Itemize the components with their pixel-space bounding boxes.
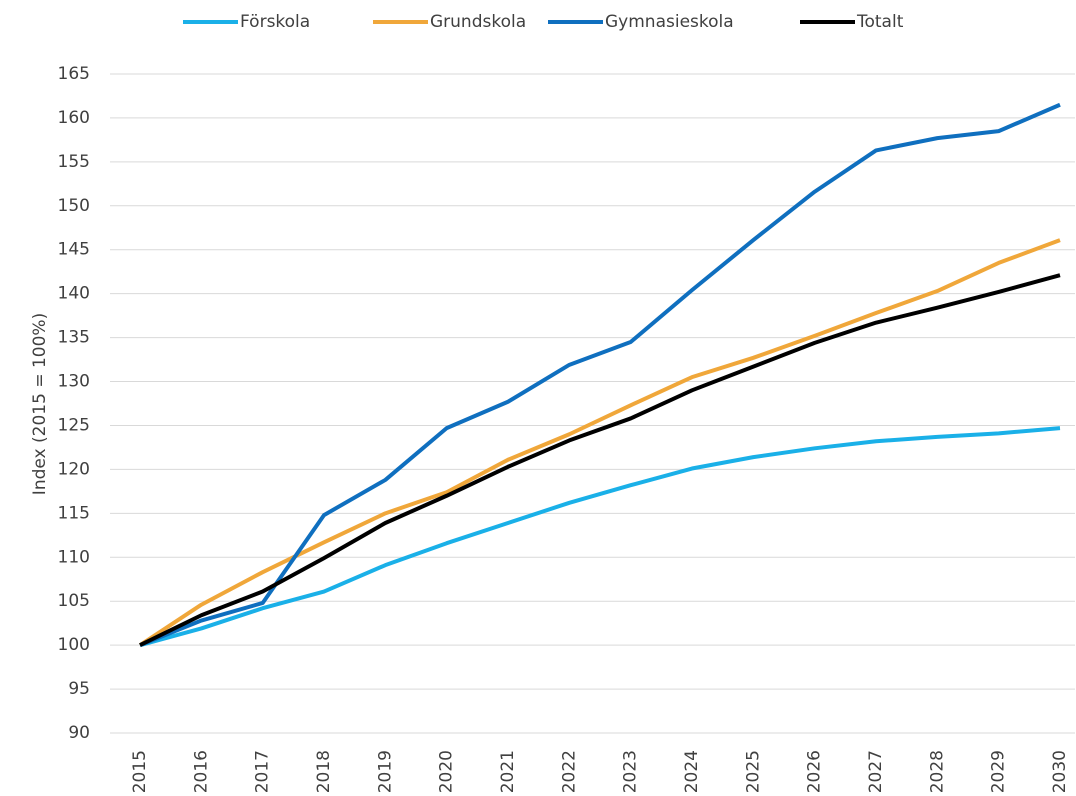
y-tick-label: 115 [58, 503, 90, 523]
legend-label: Förskola [240, 12, 310, 32]
y-tick-label: 130 [58, 372, 90, 392]
x-tick-label: 2015 [130, 750, 150, 793]
x-tick-label: 2022 [559, 750, 579, 793]
x-tick-label: 2028 [927, 750, 947, 793]
legend-label: Grundskola [430, 12, 526, 32]
y-tick-label: 120 [58, 459, 90, 479]
series-line [139, 102, 1061, 647]
x-tick-label: 2019 [375, 750, 395, 793]
y-tick-label: 95 [68, 679, 90, 699]
series-line [139, 273, 1061, 647]
x-tick-label: 2021 [498, 750, 518, 793]
y-axis-label: Index (2015 = 100%) [30, 313, 50, 495]
y-tick-label: 160 [58, 108, 90, 128]
y-tick-label: 105 [58, 591, 90, 611]
y-tick-label: 155 [58, 152, 90, 172]
x-tick-label: 2024 [682, 750, 702, 793]
x-tick-label: 2025 [743, 750, 763, 793]
x-tick-label: 2029 [989, 750, 1009, 793]
x-tick-label: 2027 [866, 750, 886, 793]
x-tick-label: 2016 [191, 750, 211, 793]
legend-label: Gymnasieskola [605, 12, 734, 32]
x-tick-label: 2023 [621, 750, 641, 793]
x-tick-label: 2030 [1050, 750, 1070, 793]
y-tick-label: 140 [58, 284, 90, 304]
y-tick-label: 135 [58, 328, 90, 348]
y-tick-label: 165 [58, 64, 90, 84]
x-tick-label: 2020 [437, 750, 457, 793]
x-tick-label: 2026 [805, 750, 825, 793]
y-tick-label: 125 [58, 415, 90, 435]
y-tick-label: 145 [58, 240, 90, 260]
y-tick-label: 110 [58, 547, 90, 567]
y-tick-label: 90 [68, 723, 90, 743]
x-tick-label: 2017 [253, 750, 273, 793]
y-tick-label: 100 [58, 635, 90, 655]
y-tick-label: 150 [58, 196, 90, 216]
x-tick-label: 2018 [314, 750, 334, 793]
series-line [139, 426, 1061, 648]
legend-label: Totalt [856, 12, 904, 32]
